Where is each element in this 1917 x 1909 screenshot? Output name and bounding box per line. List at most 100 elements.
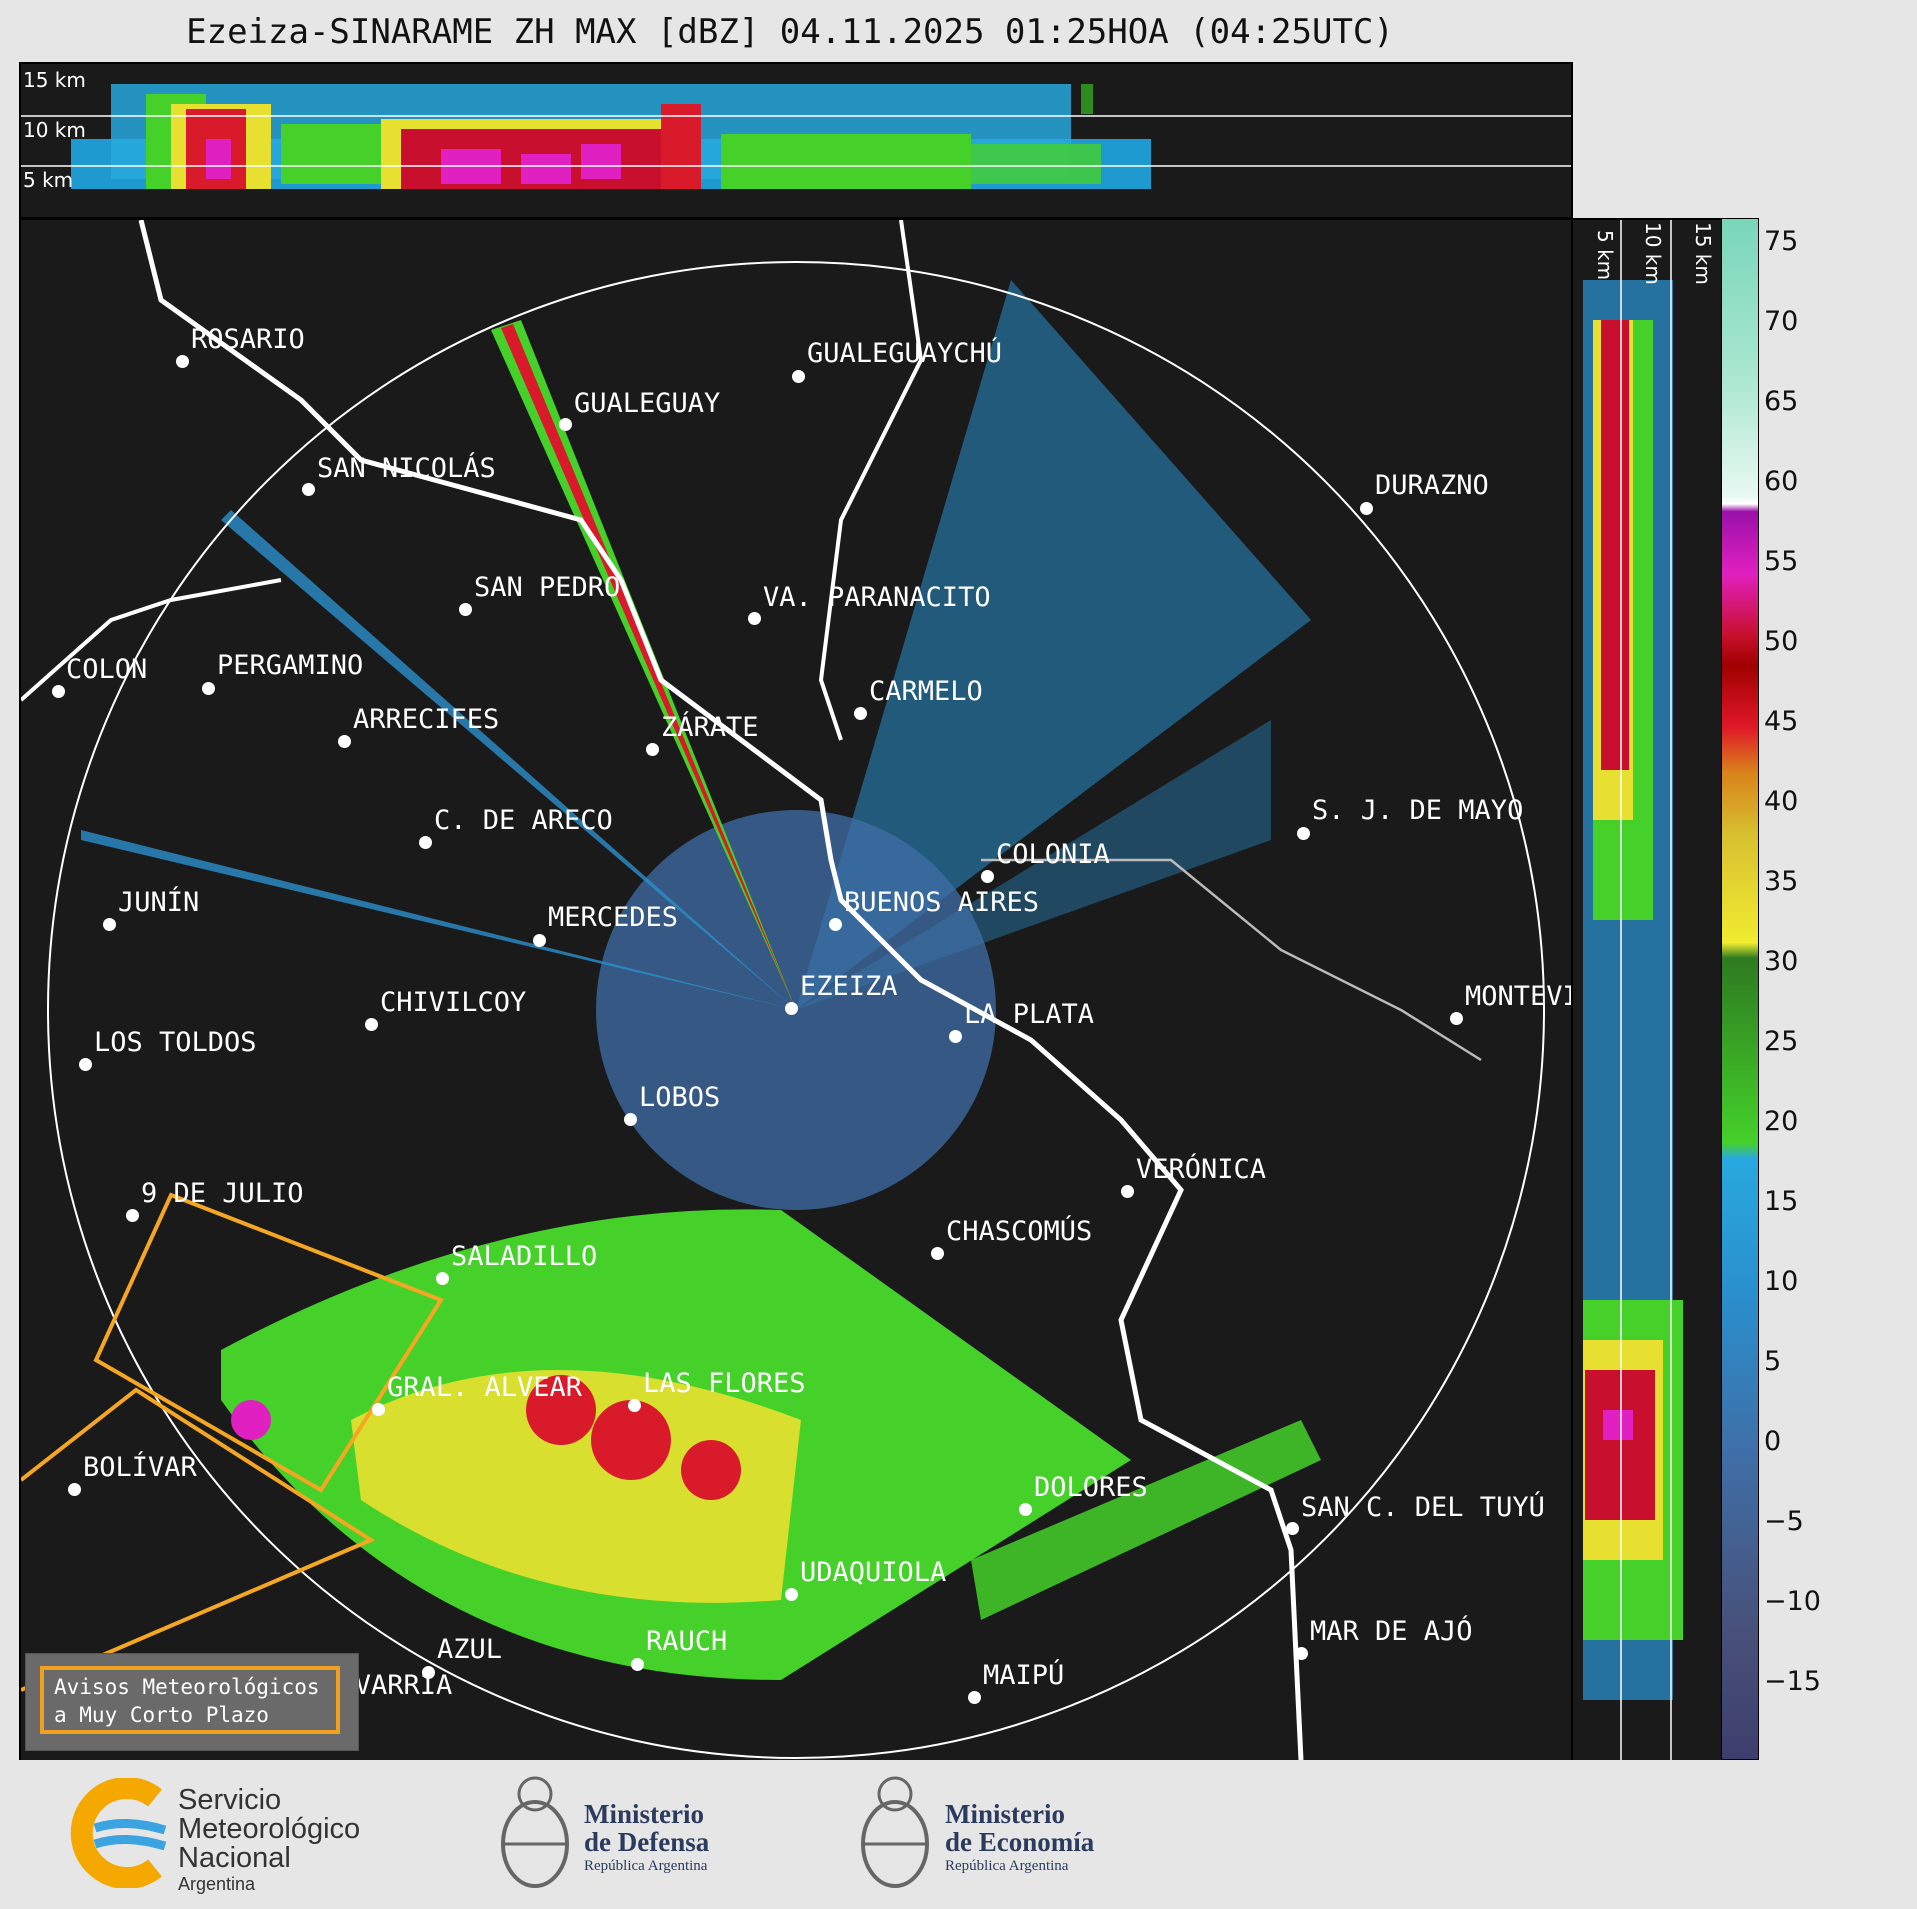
city-label: LAS FLORES: [643, 1368, 806, 1399]
city-dot: [372, 1403, 385, 1416]
city-label: SAN NICOLÁS: [317, 453, 496, 484]
warnings-legend-frame: Avisos Meteorológicos a Muy Corto Plazo: [40, 1666, 340, 1734]
colorbar-tick: −15: [1764, 1666, 1821, 1697]
city-dot: [1295, 1647, 1308, 1660]
defensa-line-1: Ministerio: [584, 1799, 704, 1829]
city-dot: [533, 934, 546, 947]
altitude-label-5km: 5 km: [1593, 230, 1617, 281]
smn-logo-icon: [70, 1778, 167, 1888]
river-parana: [21, 578, 282, 702]
city-label: ZÁRATE: [661, 712, 759, 743]
city-label: DOLORES: [1034, 1472, 1148, 1503]
city-label: VERÓNICA: [1136, 1154, 1267, 1185]
smn-name-line-1: Servicio: [178, 1784, 282, 1816]
city-label: GUALEGUAYCHÚ: [807, 338, 1003, 369]
city-dot: [949, 1030, 962, 1043]
city-dot: [338, 735, 351, 748]
legend-line-1: Avisos Meteorológicos: [54, 1675, 320, 1699]
top-cross-section-panel: 15 km 10 km 5 km: [19, 62, 1573, 219]
uruguay-coast: [981, 858, 1482, 1062]
city-label: SAN PEDRO: [474, 572, 621, 603]
city-label: UDAQUIOLA: [800, 1557, 947, 1588]
city-label: COLONIA: [996, 839, 1110, 870]
city-dot: [624, 1113, 637, 1126]
colorbar-tick: −10: [1764, 1586, 1821, 1617]
city-label: ROSARIO: [191, 324, 305, 355]
city-label: GUALEGUAY: [574, 388, 721, 419]
legend-line-2: a Muy Corto Plazo: [54, 1703, 269, 1727]
city-dot: [103, 918, 116, 931]
chart-title: Ezeiza-SINARAME ZH MAX [dBZ] 04.11.2025 …: [186, 12, 1394, 52]
city-dot: [1121, 1185, 1134, 1198]
city-dot: [628, 1399, 641, 1412]
city-label: MONTEVIDEO: [1465, 981, 1571, 1012]
defensa-line-2: de Defensa: [584, 1827, 710, 1857]
city-label: MERCEDES: [548, 902, 679, 933]
economia-line-1: Ministerio: [945, 1799, 1065, 1829]
city-dot: [748, 612, 761, 625]
altitude-label-15km: 15 km: [1691, 222, 1715, 285]
city-dot: [1297, 827, 1310, 840]
city-dot: [365, 1018, 378, 1031]
coat-of-arms-icon: [861, 1776, 929, 1888]
city-label: 9 DE JULIO: [141, 1178, 304, 1209]
altitude-label-15km: 15 km: [23, 68, 86, 92]
radar-map: ROSARIO GUALEGUAYCHÚ GUALEGUAY SAN NICOL…: [19, 218, 1573, 1762]
city-label: SAN C. DEL TUYÚ: [1301, 1492, 1545, 1523]
colorbar-tick: 70: [1764, 306, 1799, 337]
smn-name-line-2: Meteorológico: [178, 1813, 361, 1845]
city-dot: [202, 682, 215, 695]
city-dot: [68, 1483, 81, 1496]
colorbar-tick: 60: [1764, 466, 1799, 497]
city-label: DURAZNO: [1375, 470, 1489, 501]
city-label: SALADILLO: [451, 1241, 598, 1272]
colorbar-tick: 30: [1764, 946, 1799, 977]
city-label: MAIPÚ: [983, 1660, 1065, 1691]
reflectivity-colorbar: [1721, 218, 1759, 1760]
city-label: C. DE ARECO: [434, 805, 613, 836]
city-label: MAR DE AJÓ: [1310, 1616, 1473, 1647]
warning-polygon: [93, 1192, 444, 1493]
city-dot: [646, 743, 659, 756]
colorbar-tick: 5: [1764, 1346, 1782, 1377]
city-dot: [1019, 1503, 1032, 1516]
colorbar-tick: 10: [1764, 1266, 1799, 1297]
city-label: BOLÍVAR: [83, 1452, 197, 1483]
city-dot: [785, 1588, 798, 1601]
city-label: PERGAMINO: [217, 650, 364, 681]
city-dot: [1360, 502, 1373, 515]
city-label: ARRECIFES: [353, 704, 500, 735]
city-dot: [981, 870, 994, 883]
warnings-legend: Avisos Meteorológicos a Muy Corto Plazo: [25, 1653, 359, 1751]
city-dot: [436, 1272, 449, 1285]
economia-line-3: República Argentina: [945, 1858, 1069, 1874]
city-dot: [785, 1002, 798, 1015]
city-label: BUENOS AIRES: [844, 887, 1040, 918]
coat-of-arms-icon: [501, 1776, 569, 1888]
altitude-label-5km: 5 km: [23, 168, 74, 192]
city-label: S. J. DE MAYO: [1312, 795, 1524, 826]
city-label: LOS TOLDOS: [94, 1027, 257, 1058]
city-dot: [854, 707, 867, 720]
smn-name-line-4: Argentina: [178, 1874, 256, 1894]
city-dot: [829, 918, 842, 931]
coastline: [138, 220, 1304, 1760]
city-dot: [422, 1666, 435, 1679]
city-label: CARMELO: [869, 676, 983, 707]
altitude-label-10km: 10 km: [1641, 222, 1665, 285]
city-dot: [302, 483, 315, 496]
city-label: RAUCH: [646, 1626, 728, 1657]
city-label: VA. PARANACITO: [763, 582, 991, 613]
top-cross-section-echoes: [21, 84, 1571, 189]
range-ring: [47, 261, 1545, 1759]
altitude-label-10km: 10 km: [23, 118, 86, 142]
smn-name-line-3: Nacional: [178, 1842, 291, 1874]
colorbar-tick: −5: [1764, 1506, 1804, 1537]
city-label: COLON: [66, 654, 148, 685]
city-label: AZUL: [437, 1634, 503, 1665]
radar-echoes: [81, 280, 1321, 1680]
footer: Servicio Meteorológico Nacional Argentin…: [0, 1760, 1917, 1909]
city-dot: [1450, 1012, 1463, 1025]
city-label: LOBOS: [639, 1082, 721, 1113]
city-label: EZEIZA: [800, 971, 898, 1002]
